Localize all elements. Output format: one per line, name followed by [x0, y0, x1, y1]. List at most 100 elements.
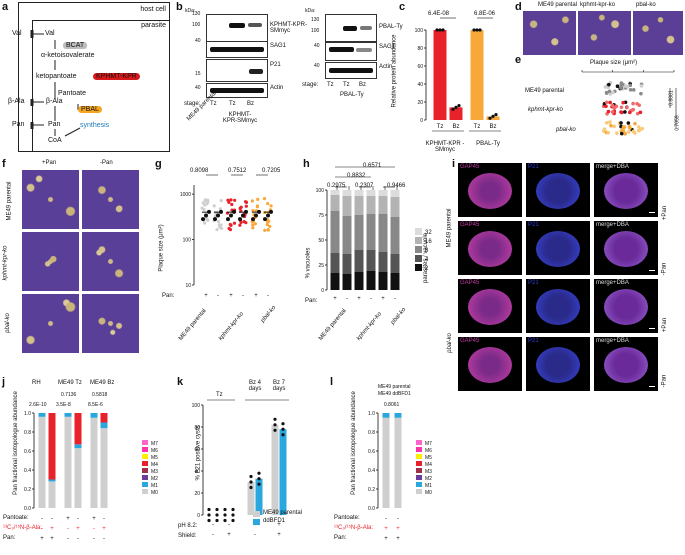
h-stack-segment	[390, 254, 400, 273]
k-dot	[231, 507, 235, 512]
g-ytick-label: 100	[183, 238, 192, 244]
plaque-image-kphmt	[578, 11, 631, 55]
l-segment	[394, 417, 402, 508]
f-plaque-image	[82, 294, 139, 353]
g-dot	[229, 198, 233, 202]
c-dot	[494, 113, 498, 117]
stage-label-right: stage:	[302, 82, 319, 88]
e-dot	[609, 123, 613, 128]
l-legend-swatch	[416, 447, 422, 452]
e-dot	[636, 125, 641, 129]
k-dot	[249, 480, 253, 484]
j-row-sign: +	[66, 516, 70, 522]
i-micrograph: merge+DBA	[594, 163, 658, 217]
host-cell-label: host cell	[140, 6, 166, 13]
i-micrograph: GAP45	[458, 279, 522, 333]
e-dot	[619, 81, 624, 85]
c-xtick-label: Bz	[489, 124, 496, 130]
g-dot	[242, 219, 246, 224]
e-dot	[627, 124, 632, 129]
g-dot	[233, 198, 237, 202]
g-dot	[267, 219, 271, 223]
g-dot	[218, 207, 223, 211]
mw-100: 100	[192, 22, 201, 28]
e-dot	[633, 121, 637, 126]
plaque-image-pbal	[633, 11, 683, 55]
f-plaque-image	[82, 170, 139, 229]
c-xtick-label: Tz	[474, 124, 481, 130]
panel-label-g: g	[155, 158, 162, 170]
j-legend-label: M6	[151, 448, 158, 454]
g-dot	[239, 220, 243, 225]
h-legend-title: parasites / vacuole	[423, 232, 430, 284]
j-segment	[100, 413, 108, 423]
val-out-label: Val	[12, 30, 22, 37]
k-legend-swatch	[253, 511, 260, 517]
e-dot	[615, 131, 619, 135]
i-micrograph: merge+DBA	[594, 279, 658, 333]
e-dot	[639, 84, 644, 88]
k-legend-2: ddBFD1	[263, 518, 286, 524]
g-pval-3: 0.7205	[262, 168, 281, 174]
f-plaque-image	[22, 170, 79, 229]
k-dot	[207, 513, 211, 517]
g-mean-dot	[254, 213, 258, 218]
h-stack-segment	[366, 214, 376, 250]
l-ytick-label: 0.6	[368, 449, 375, 455]
l-pval: 0.8061	[384, 402, 400, 408]
i-micrograph: P21	[526, 163, 590, 217]
pan-in-label: Pan	[48, 121, 61, 128]
ketopantoate-label: ketopantoate	[36, 73, 77, 80]
k-bar	[247, 482, 255, 515]
h-stack-segment	[390, 273, 400, 290]
k-ytick-label: 80	[194, 425, 200, 431]
c-ytick-label: 40	[417, 82, 423, 88]
l-legend-label: M4	[425, 462, 432, 468]
g-dot	[251, 226, 255, 230]
i-cyst	[536, 289, 580, 325]
h-pval-5: 0.9466	[387, 183, 406, 189]
h-stack-segment	[390, 190, 400, 197]
k-dot	[257, 471, 261, 475]
j-ytick-label: 1.0	[24, 411, 31, 417]
c-dot	[491, 114, 495, 118]
e-dot	[608, 120, 612, 124]
e-dot	[607, 82, 611, 87]
j-row-1: Pantoate:	[3, 515, 29, 521]
panel-j: 0.0 0.2 0.4 0.6 0.8 1.0 - - + - + + + - - - + - + - - - + - M7 M6…	[3, 380, 170, 550]
e-dot	[626, 130, 631, 134]
i-micrograph: P21	[526, 221, 590, 275]
kda-label-right: kDa:	[305, 8, 316, 14]
label-p21: P21	[270, 62, 281, 68]
e-dot	[611, 90, 615, 95]
g-dot	[230, 202, 234, 207]
g-mean-dot	[213, 217, 217, 222]
i-row-2: -Pan	[661, 262, 668, 276]
l-row-sign: +	[396, 526, 400, 532]
pval-c-2: 6.8E-06	[474, 11, 496, 17]
j-segment	[100, 428, 108, 508]
label-pbal-ty: PBAL-Ty	[379, 24, 403, 30]
g-mean-dot	[216, 213, 220, 218]
beta-ala-out-label: β-Ala	[8, 98, 25, 105]
h-pan-sign: -	[346, 296, 348, 302]
e-dot	[621, 128, 626, 133]
h-stack-segment	[354, 272, 364, 290]
blot-p21	[206, 59, 268, 82]
k-dot	[231, 513, 235, 517]
e-dot	[602, 127, 607, 132]
h-pval-4: 0.2307	[355, 183, 374, 189]
panel-g: 1000 100 10 + - + - + - 0.8098 0.7512 0.7205 Pla…	[159, 165, 300, 355]
k-dot	[273, 428, 277, 432]
l-row-sign: -	[397, 516, 399, 522]
g-dot	[255, 204, 260, 208]
l-row-1: Pantoate:	[334, 515, 360, 521]
g-pan-sign: +	[229, 293, 233, 299]
pval-c-1: 6.4E-08	[428, 11, 450, 17]
h-legend-swatch	[415, 237, 422, 244]
j-ytick-label: 0.2	[24, 487, 31, 493]
label-actin-right: Actin	[379, 64, 393, 70]
f-plaque-image	[22, 232, 79, 291]
j-row-sign: -	[41, 526, 43, 532]
coa-label: CoA	[48, 137, 62, 144]
